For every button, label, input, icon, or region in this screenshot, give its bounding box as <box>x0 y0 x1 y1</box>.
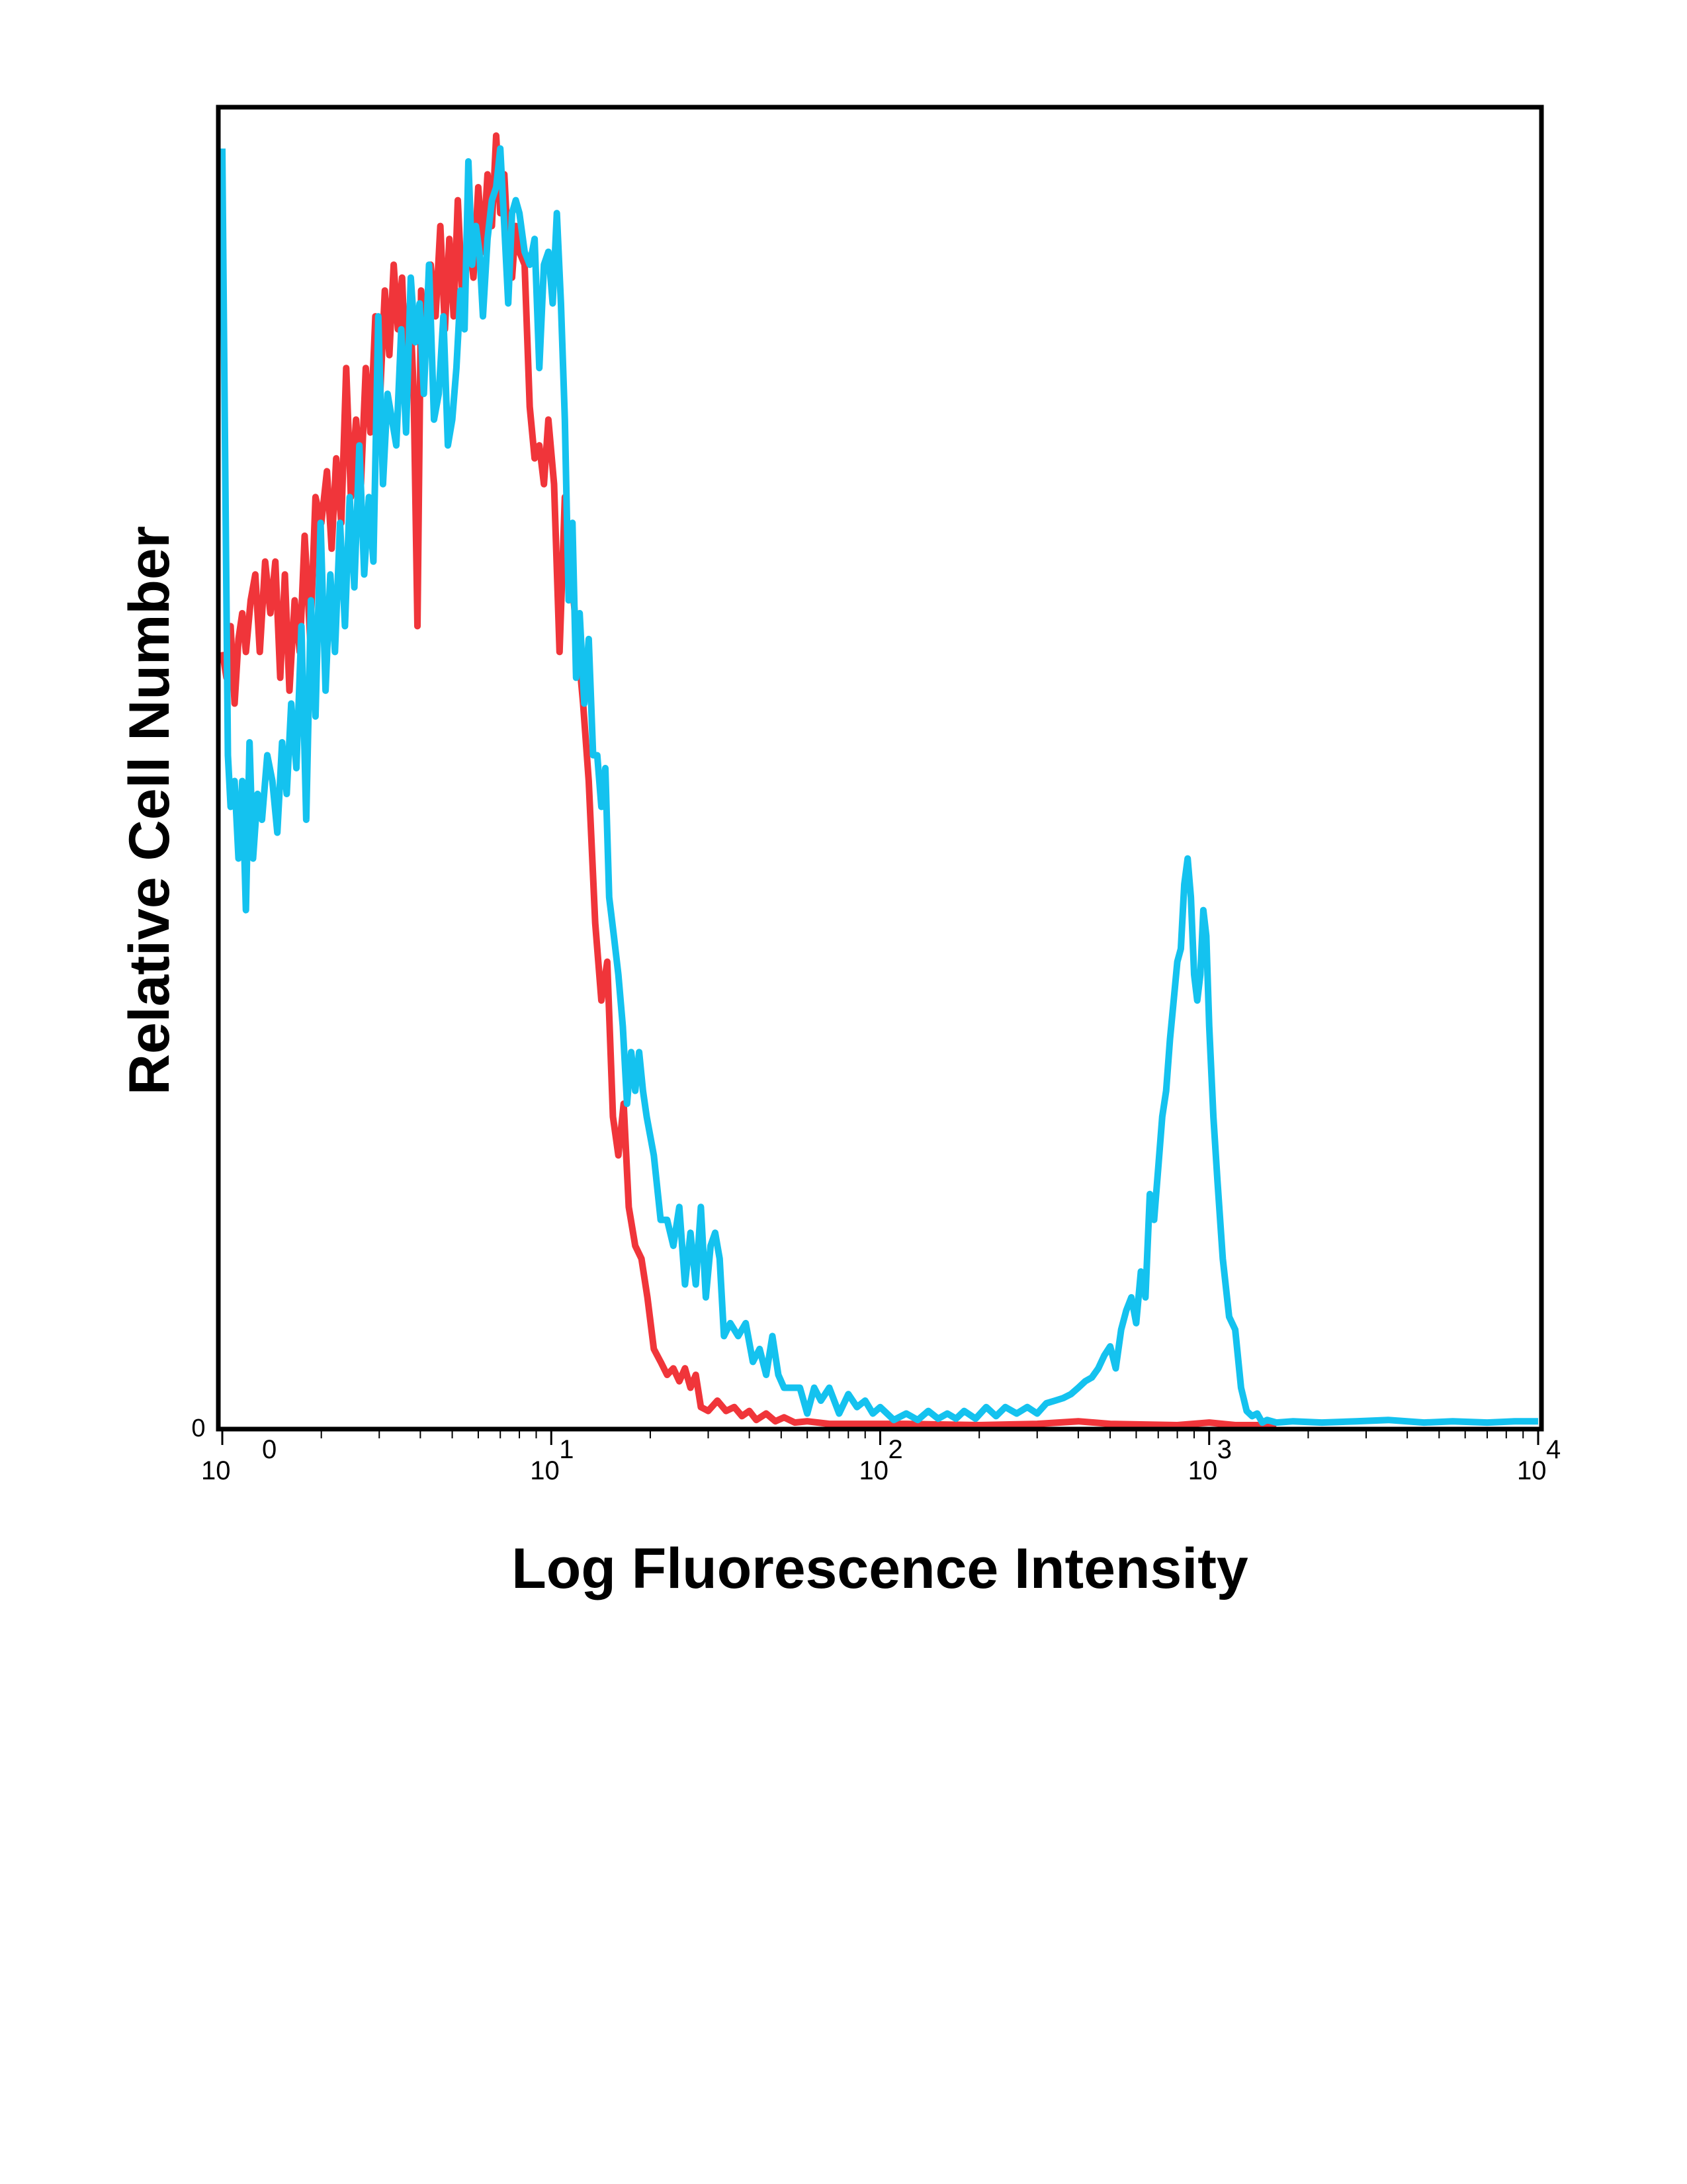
plot-frame <box>216 105 1544 1432</box>
x-tick-label-base: 10 <box>201 1456 231 1485</box>
x-axis-title: Log Fluorescence Intensity <box>511 1537 1248 1600</box>
x-tick-label-exponent: 3 <box>1217 1435 1232 1464</box>
x-tick-label-base: 10 <box>859 1456 889 1485</box>
series-line-2 <box>219 145 1538 1426</box>
x-tick-label-base: 10 <box>1517 1456 1547 1485</box>
x-axis-ticks <box>221 1430 1539 1445</box>
y-axis-title: Relative Cell Number <box>118 526 181 1095</box>
x-tick-label-base: 10 <box>530 1456 560 1485</box>
x-tick-label-exponent: 0 <box>262 1435 277 1464</box>
series-layer <box>219 132 1538 1428</box>
x-tick-label-base: 10 <box>1188 1456 1218 1485</box>
x-tick-label-exponent: 1 <box>559 1435 574 1464</box>
x-tick-label-exponent: 2 <box>888 1435 903 1464</box>
series-line-1 <box>219 132 1277 1428</box>
x-tick-label-exponent: 4 <box>1546 1435 1561 1464</box>
y-tick-label-0: 0 <box>191 1415 205 1442</box>
